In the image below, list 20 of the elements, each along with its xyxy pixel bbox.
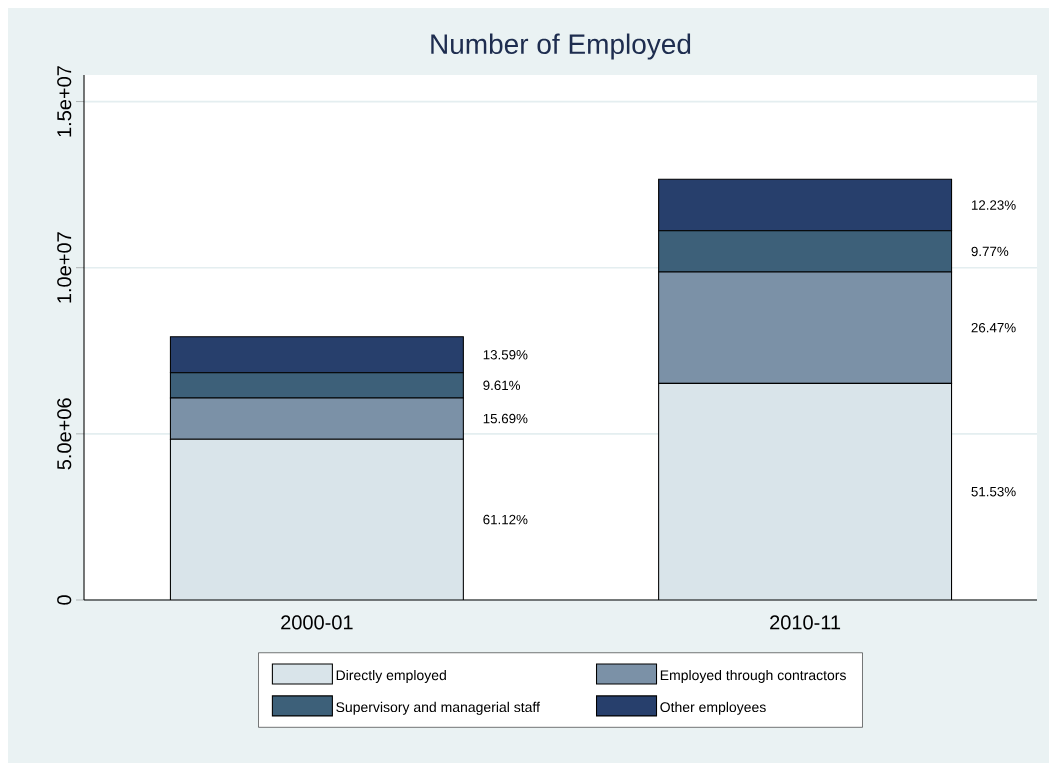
y-tick-label: 1.5e+07 bbox=[57, 66, 72, 137]
annotation: 51.53% bbox=[971, 486, 1016, 497]
annotation: 61.12% bbox=[483, 514, 528, 525]
annotation: 15.69% bbox=[483, 413, 528, 424]
legend-label: Directly employed bbox=[336, 669, 446, 683]
annotation: 26.47% bbox=[971, 322, 1016, 333]
annotation: 12.23% bbox=[971, 200, 1016, 210]
y-tick-label: 0 bbox=[57, 595, 72, 605]
x-tick-label: 2010-11 bbox=[770, 615, 841, 630]
annotation: 9.61% bbox=[483, 380, 521, 391]
bar bbox=[170, 439, 464, 600]
y-tick-label: 1.0e+07 bbox=[57, 232, 72, 303]
chart-title: Number of Employed bbox=[431, 33, 691, 60]
legend-label: Employed through contractors bbox=[660, 669, 846, 683]
legend-label: Supervisory and managerial staff bbox=[336, 701, 540, 715]
x-tick-label: 2000-01 bbox=[281, 615, 353, 630]
legend-label: Other employees bbox=[660, 701, 766, 715]
annotation: 9.77% bbox=[971, 246, 1009, 257]
y-tick-label: 5.0e+06 bbox=[57, 398, 72, 470]
annotation: 13.59% bbox=[483, 350, 528, 360]
